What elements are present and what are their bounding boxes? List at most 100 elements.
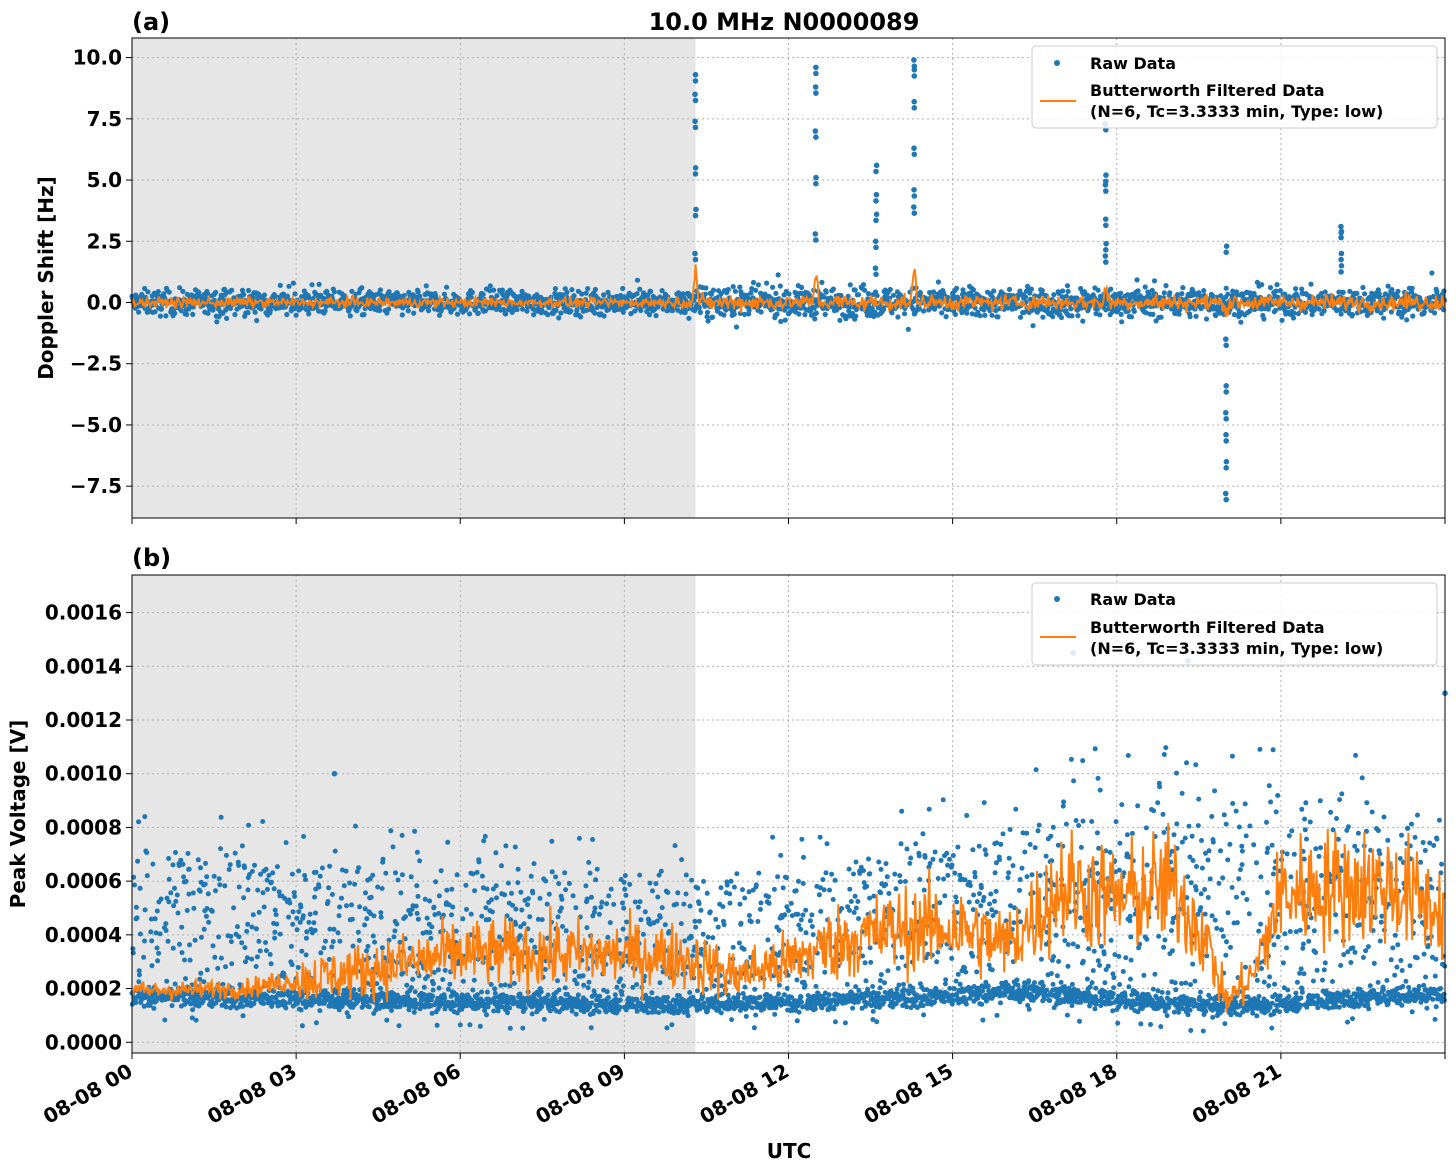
raw-data-point — [245, 887, 251, 893]
raw-data-point — [748, 290, 754, 296]
raw-data-point — [1259, 282, 1265, 288]
raw-data-point — [696, 918, 702, 924]
raw-data-point — [796, 922, 802, 928]
raw-data-point — [822, 311, 828, 317]
raw-data-point — [877, 985, 883, 991]
raw-data-point — [832, 1019, 838, 1025]
raw-data-point — [349, 288, 355, 294]
raw-data-point — [170, 945, 176, 951]
raw-data-point — [882, 980, 887, 986]
raw-data-point — [729, 1017, 735, 1023]
raw-data-point — [675, 890, 681, 896]
raw-data-point — [150, 861, 156, 867]
raw-data-point — [428, 935, 434, 941]
raw-data-point — [873, 198, 879, 204]
raw-data-point — [1274, 282, 1280, 288]
raw-data-point — [682, 938, 688, 944]
raw-data-point — [313, 910, 318, 916]
raw-data-point — [232, 311, 238, 318]
raw-data-point — [621, 905, 627, 911]
raw-data-point — [331, 926, 337, 932]
raw-data-point — [524, 308, 530, 314]
raw-data-point — [183, 878, 189, 884]
raw-data-point — [736, 991, 741, 997]
raw-data-point — [474, 992, 480, 998]
raw-data-point — [583, 290, 589, 296]
raw-data-point — [1102, 253, 1109, 259]
raw-data-point — [181, 874, 187, 880]
raw-data-point — [362, 922, 368, 928]
raw-data-point — [289, 871, 295, 877]
raw-data-point — [542, 966, 548, 972]
raw-data-point — [353, 823, 358, 829]
raw-data-point — [500, 306, 507, 312]
raw-data-point — [274, 921, 280, 927]
raw-data-point — [911, 151, 918, 158]
raw-data-point — [346, 1014, 352, 1020]
raw-data-point — [1225, 291, 1231, 297]
raw-data-point — [317, 873, 323, 879]
raw-data-point — [772, 1011, 778, 1017]
raw-data-point — [134, 915, 140, 921]
raw-data-point — [450, 904, 456, 910]
raw-data-point — [528, 873, 534, 879]
raw-data-point — [421, 984, 427, 990]
raw-data-point — [430, 981, 436, 987]
raw-data-point — [399, 872, 405, 878]
raw-data-point — [175, 910, 181, 916]
raw-data-point — [468, 911, 474, 917]
raw-data-point — [704, 309, 711, 315]
raw-data-point — [306, 311, 312, 317]
raw-data-point — [245, 287, 252, 294]
raw-data-point — [727, 900, 733, 906]
raw-data-point — [892, 871, 898, 877]
raw-data-point — [149, 963, 155, 969]
raw-data-point — [518, 889, 524, 895]
raw-data-point — [604, 989, 610, 995]
y-tick-label: −5.0 — [70, 413, 122, 437]
raw-data-point — [649, 990, 655, 996]
raw-data-point — [605, 289, 611, 295]
raw-data-point — [634, 291, 640, 297]
raw-data-point — [751, 1025, 757, 1031]
raw-data-point — [873, 211, 880, 218]
raw-data-point — [487, 283, 493, 289]
raw-data-point — [718, 291, 724, 297]
raw-data-point — [268, 879, 274, 885]
raw-data-point — [390, 844, 396, 850]
raw-data-point — [468, 294, 474, 300]
raw-data-point — [493, 306, 499, 312]
raw-data-point — [211, 873, 217, 879]
raw-data-point — [545, 312, 551, 318]
raw-data-point — [650, 888, 655, 894]
raw-data-point — [303, 952, 309, 958]
raw-data-point — [192, 937, 198, 943]
raw-data-point — [731, 884, 737, 890]
raw-data-point — [460, 916, 466, 922]
raw-data-point — [628, 311, 634, 317]
raw-data-point — [383, 870, 389, 876]
raw-data-point — [1223, 409, 1229, 416]
raw-data-point — [301, 834, 307, 839]
raw-data-point — [796, 1009, 802, 1015]
raw-data-point — [1187, 314, 1193, 320]
raw-data-point — [721, 312, 727, 318]
raw-data-point — [637, 286, 643, 292]
raw-data-point — [580, 973, 586, 979]
raw-data-point — [163, 928, 169, 933]
raw-data-point — [169, 1003, 175, 1009]
raw-data-point — [734, 871, 740, 877]
raw-data-point — [770, 834, 776, 840]
raw-data-point — [873, 162, 880, 169]
raw-data-point — [228, 933, 234, 939]
raw-data-point — [467, 311, 473, 317]
raw-data-point — [1064, 283, 1071, 289]
raw-data-point — [743, 1013, 749, 1019]
raw-data-point — [692, 91, 698, 98]
raw-data-point — [620, 309, 626, 315]
raw-data-point — [397, 939, 403, 945]
raw-data-point — [890, 292, 897, 298]
raw-data-point — [537, 895, 543, 901]
raw-data-point — [349, 902, 354, 908]
raw-data-point — [1151, 278, 1158, 284]
